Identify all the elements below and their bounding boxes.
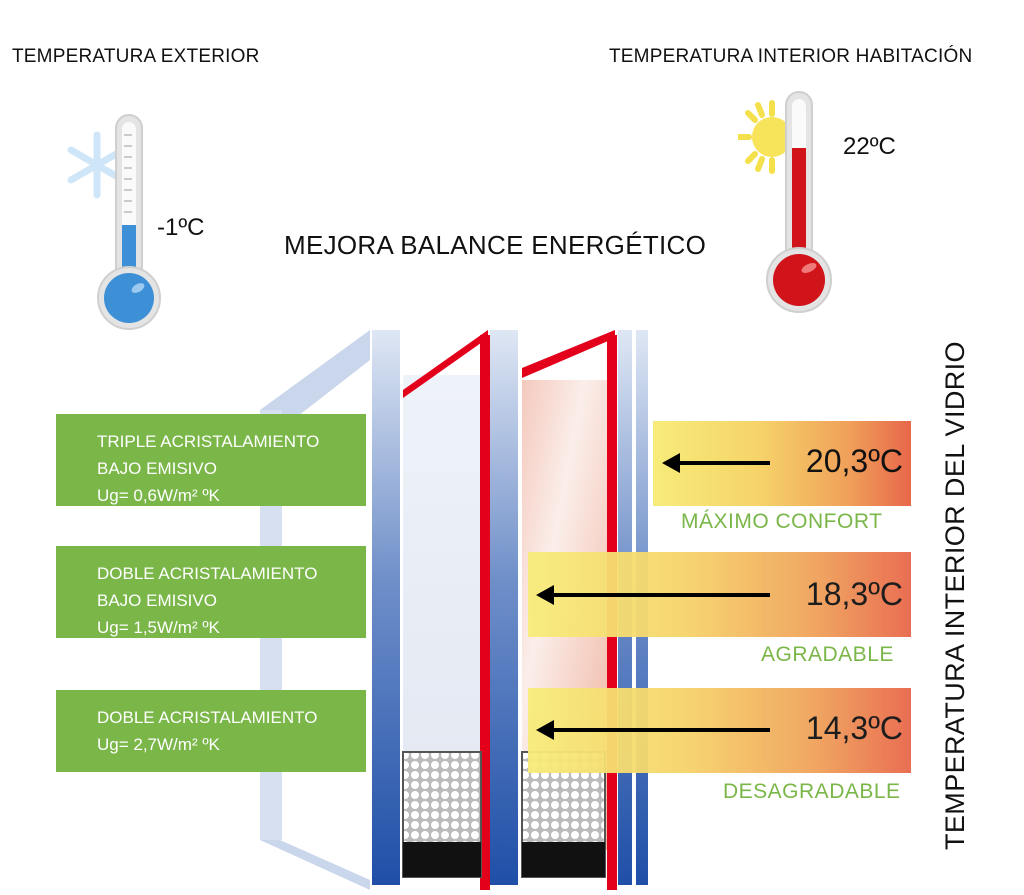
exterior-temperature-label: TEMPERATURA EXTERIOR xyxy=(12,46,260,67)
glazing-type-line: BAJO EMISIVO xyxy=(97,591,217,610)
comfort-rating: DESAGRADABLE xyxy=(723,780,901,803)
glazing-u-value: Ug= 0,6W/m² ºK xyxy=(97,486,220,505)
glazing-type-line: TRIPLE ACRISTALAMIENTO xyxy=(97,432,320,451)
glass-temperature-value: 14,3ºC xyxy=(805,710,903,746)
comfort-rating: AGRADABLE xyxy=(761,643,894,666)
glazing-type-line: BAJO EMISIVO xyxy=(97,459,217,478)
exterior-temperature-value: -1ºC xyxy=(157,214,205,241)
arrow-left-icon xyxy=(536,720,770,740)
glass-temperature-bar-1: 20,3ºC xyxy=(653,421,911,506)
snowflake-icon xyxy=(67,131,127,199)
hot-thermometer xyxy=(735,88,858,318)
glass-interior-temperature-axis-label: TEMPERATURA INTERIOR DEL VIDRIO xyxy=(940,341,970,850)
glass-temperature-value: 20,3ºC xyxy=(805,443,903,479)
glass-temperature-value: 18,3ºC xyxy=(805,576,903,612)
glazing-type-triple-low-e: TRIPLE ACRISTALAMIENTO BAJO EMISIVO Ug= … xyxy=(56,414,366,506)
glazing-u-value: Ug= 1,5W/m² ºK xyxy=(97,618,220,637)
cold-thermometer xyxy=(60,110,170,330)
arrow-left-icon xyxy=(662,453,770,473)
glazing-type-double: DOBLE ACRISTALAMIENTO Ug= 2,7W/m² ºK xyxy=(56,690,366,772)
glazing-type-line: DOBLE ACRISTALAMIENTO xyxy=(97,708,318,727)
glazing-type-line: DOBLE ACRISTALAMIENTO xyxy=(97,564,318,583)
arrow-left-icon xyxy=(536,585,770,605)
glazing-type-double-low-e: DOBLE ACRISTALAMIENTO BAJO EMISIVO Ug= 1… xyxy=(56,546,366,638)
diagram-title: MEJORA BALANCE ENERGÉTICO xyxy=(284,230,707,260)
comfort-rating: MÁXIMO CONFORT xyxy=(681,510,883,533)
glazing-u-value: Ug= 2,7W/m² ºK xyxy=(97,735,220,754)
interior-temperature-value: 22ºC xyxy=(843,133,896,160)
interior-temperature-label: TEMPERATURA INTERIOR HABITACIÓN xyxy=(609,46,973,67)
